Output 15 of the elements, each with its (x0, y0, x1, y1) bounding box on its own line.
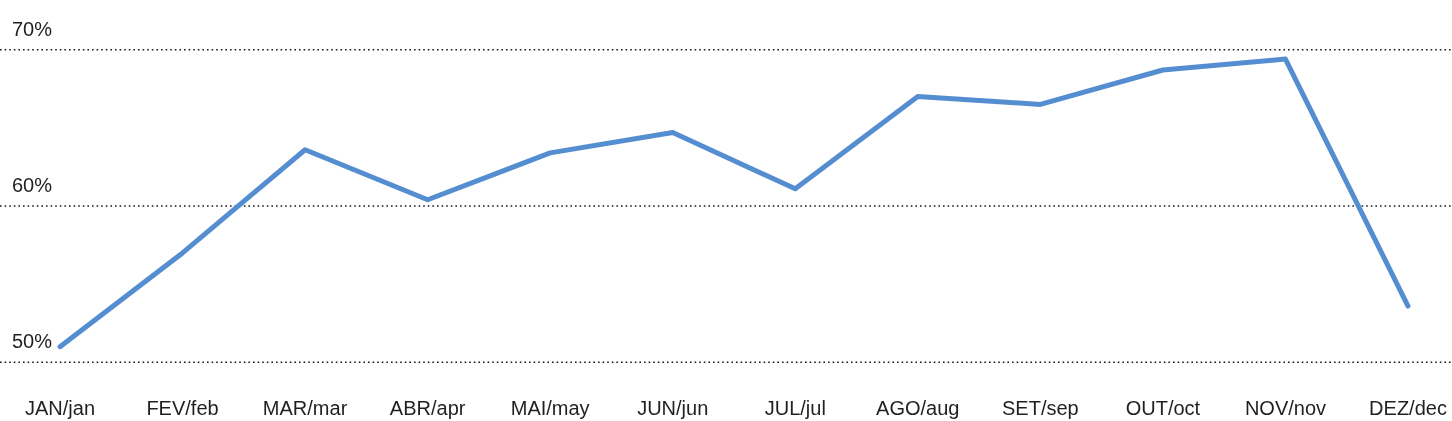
x-tick-label: JUL/jul (764, 397, 826, 419)
x-tick-label: SET/sep (1002, 397, 1079, 419)
y-tick-label: 60% (12, 174, 53, 196)
x-tick-label: NOV/nov (1244, 397, 1327, 419)
y-tick-label: 50% (12, 330, 53, 353)
y-tick-label: 70% (12, 17, 53, 40)
x-tick-label: DEZ/dec (1369, 397, 1447, 419)
x-tick-label: FEV/feb (146, 397, 219, 419)
x-tick-label: AGO/aug (876, 397, 960, 419)
x-tick-label: JAN/jan (24, 397, 96, 419)
x-tick-label: JUN/jun (637, 397, 709, 419)
x-tick-label: OUT/oct (1125, 397, 1201, 419)
x-tick-label: ABR/apr (389, 397, 466, 419)
x-tick-label: MAI/may (510, 397, 590, 419)
x-tick-label: MAR/mar (262, 397, 348, 419)
